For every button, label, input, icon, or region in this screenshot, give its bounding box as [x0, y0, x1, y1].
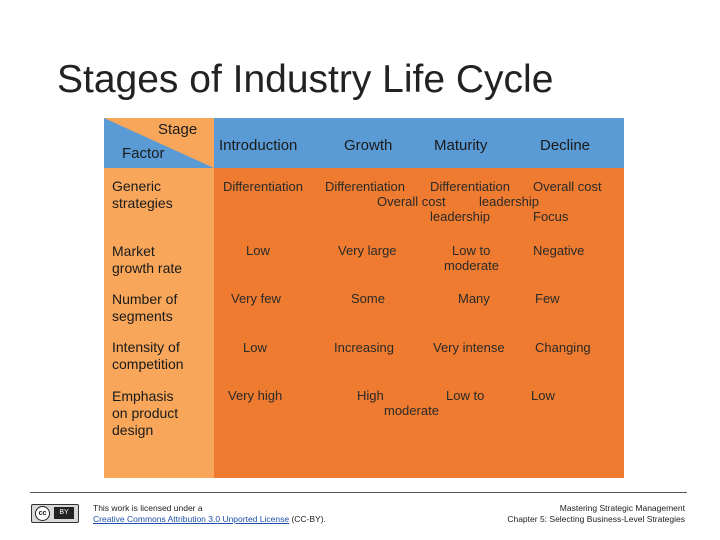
factor-column — [104, 168, 214, 478]
cell-generic-decline-2: leadership — [479, 194, 539, 209]
cell-segments-decline: Few — [535, 291, 560, 306]
license-line: Creative Commons Attribution 3.0 Unporte… — [93, 514, 326, 525]
cell-generic-decline-1: Overall cost — [533, 179, 602, 194]
corner-triangle — [104, 118, 214, 168]
cell-competition-decline: Changing — [535, 340, 591, 355]
column-header-maturity: Maturity — [434, 137, 488, 154]
cell-market-maturity-1: Low to — [452, 243, 491, 258]
cell-design-decline: Low — [531, 388, 555, 403]
cell-generic-decline-3: Focus — [533, 209, 569, 224]
corner-stage-label: Stage — [158, 121, 198, 138]
cell-competition-growth: Increasing — [334, 340, 394, 355]
row-label-number-of-segments: Number of segments — [112, 291, 178, 324]
row-label-emphasis-on-product-design: Emphasis on product design — [112, 388, 179, 438]
cell-design-introduction: Very high — [228, 388, 283, 403]
chapter-title: Chapter 5: Selecting Business-Level Stra… — [507, 514, 685, 524]
cell-generic-maturity-2: Overall cost — [377, 194, 446, 209]
cell-competition-maturity: Very intense — [433, 340, 505, 355]
book-title: Mastering Strategic Management — [559, 503, 685, 513]
cell-market-decline: Negative — [533, 243, 585, 258]
cell-market-introduction: Low — [246, 243, 270, 258]
cc-license-badge[interactable]: cc BY — [31, 504, 79, 523]
column-header-decline: Decline — [540, 137, 591, 154]
row-label-market-growth-rate: Market growth rate — [112, 243, 183, 276]
by-icon: BY — [54, 507, 74, 519]
cell-design-maturity-1: Low to — [446, 388, 485, 403]
cell-generic-maturity-1: Differentiation — [430, 179, 510, 194]
column-header-introduction: Introduction — [219, 137, 298, 154]
cc-icon: cc — [35, 506, 50, 521]
column-header-growth: Growth — [344, 137, 393, 154]
license-link[interactable]: Creative Commons Attribution 3.0 Unporte… — [93, 514, 290, 524]
cell-generic-growth: Differentiation — [325, 179, 405, 194]
corner-factor-label: Factor — [122, 145, 165, 162]
cell-market-maturity-2: moderate — [444, 258, 499, 273]
row-label-generic-strategies: Generic strategies — [112, 178, 173, 211]
cell-design-maturity-2: moderate — [384, 403, 439, 418]
cell-segments-introduction: Very few — [231, 291, 281, 306]
cell-generic-maturity-3: leadership — [430, 209, 490, 224]
license-suffix: (CC-BY). — [291, 514, 326, 524]
cell-segments-growth: Some — [351, 291, 385, 306]
license-prefix: This work is licensed under a — [93, 503, 203, 513]
cell-segments-maturity: Many — [458, 291, 490, 306]
cell-generic-introduction: Differentiation — [223, 179, 303, 194]
cell-competition-introduction: Low — [243, 340, 267, 355]
slide-title: Stages of Industry Life Cycle — [57, 58, 554, 101]
row-label-intensity-of-competition: Intensity of competition — [112, 339, 184, 372]
footer-divider — [30, 492, 687, 493]
life-cycle-table: Stage Factor Introduction Growth Maturit… — [104, 118, 624, 478]
cell-design-growth: High — [357, 388, 384, 403]
cell-market-growth: Very large — [338, 243, 397, 258]
